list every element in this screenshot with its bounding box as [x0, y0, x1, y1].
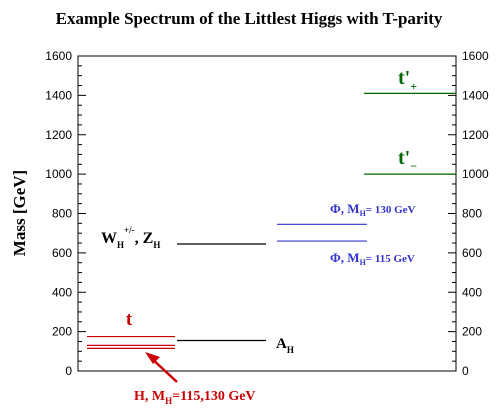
label-top-quark: t [126, 309, 133, 330]
y-tick-label-right: 400 [462, 285, 482, 299]
label-phi-115: Φ, MH= 115 GeV [330, 250, 415, 267]
y-tick-label-right: 0 [462, 364, 469, 378]
y-tick-label-right: 1600 [462, 49, 489, 63]
y-tick-label-left: 1200 [45, 128, 72, 142]
label-t-prime-plus: t'+ [398, 67, 417, 93]
label-higgs: H, MH=115,130 GeV [134, 389, 256, 406]
chart-title: Example Spectrum of the Littlest Higgs w… [56, 9, 443, 28]
y-axis-ticks: 0 0 200 200 400 400 600 600 800 800 1000 1000 1200 12… [45, 49, 489, 378]
y-tick-label-right: 1200 [462, 128, 489, 142]
label-w-z-heavy: WH+/-, ZH [101, 225, 160, 250]
y-tick-label-left: 1400 [45, 88, 72, 102]
y-tick-label-left: 0 [65, 364, 72, 378]
y-tick-label-right: 1000 [462, 167, 489, 181]
y-tick-label-right: 1400 [462, 88, 489, 102]
higgs-arrow [145, 352, 178, 383]
y-tick-label-left: 1000 [45, 167, 72, 181]
y-tick-label-left: 1600 [45, 49, 72, 63]
y-tick-label-left: 400 [52, 285, 72, 299]
mass-levels [87, 92, 456, 349]
y-tick-label-left: 200 [52, 325, 72, 339]
label-phi-130: Φ, MH= 130 GeV [330, 201, 416, 218]
y-tick-label-right: 600 [462, 246, 482, 260]
y-tick-label-right: 200 [462, 325, 482, 339]
label-a-heavy: AH [276, 336, 294, 355]
y-tick-label-left: 800 [52, 207, 72, 221]
y-tick-label-right: 800 [462, 207, 482, 221]
label-t-prime-minus: t'− [398, 147, 417, 173]
y-axis-label: Mass [GeV] [10, 170, 29, 256]
y-tick-label-left: 600 [52, 246, 72, 260]
